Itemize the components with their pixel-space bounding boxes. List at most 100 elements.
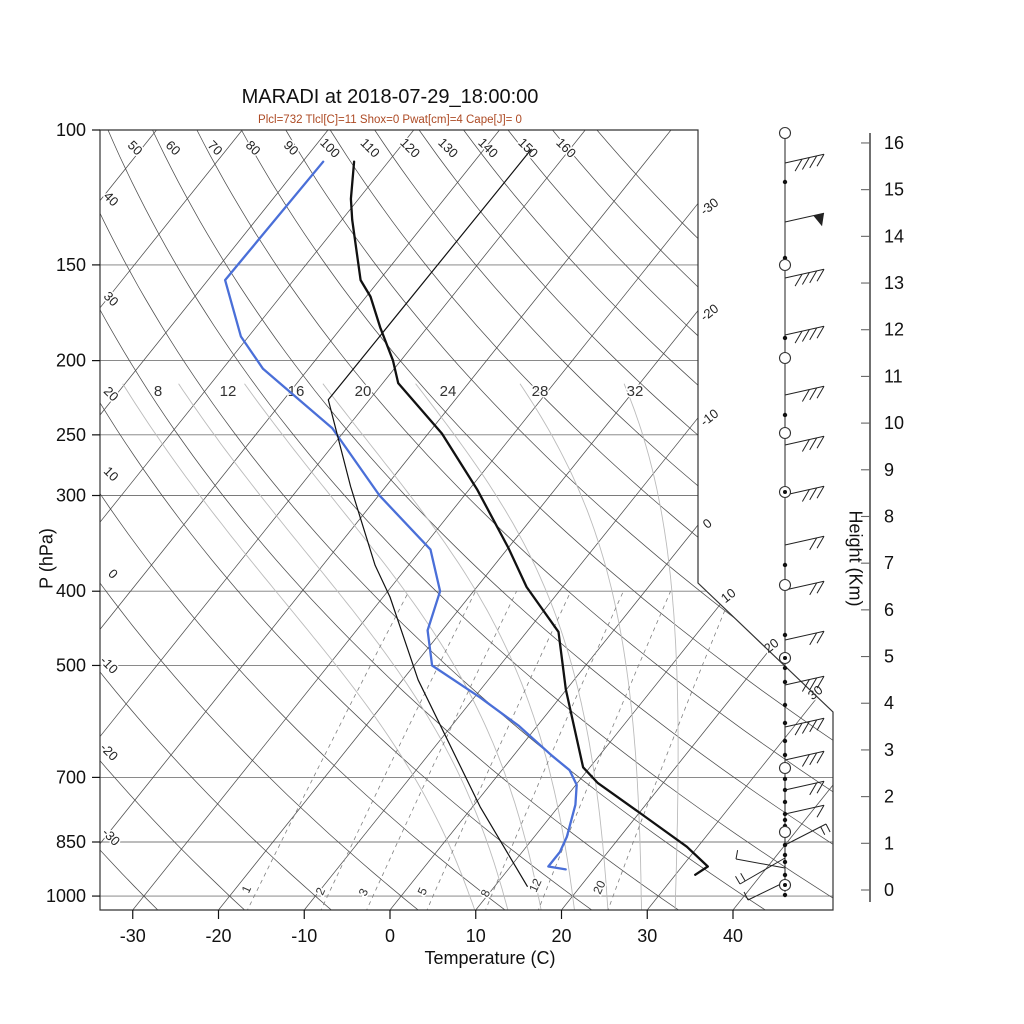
svg-text:12: 12 <box>884 320 904 340</box>
svg-text:110: 110 <box>358 135 383 160</box>
svg-text:10: 10 <box>718 585 739 606</box>
wind-level-dot <box>782 752 788 758</box>
wind-level-circle <box>778 126 792 140</box>
svg-text:250: 250 <box>56 425 86 445</box>
svg-text:50: 50 <box>125 137 146 158</box>
svg-text:0: 0 <box>700 515 715 531</box>
svg-text:11: 11 <box>884 366 903 386</box>
plot-frame <box>99 129 834 911</box>
wind-level-circle <box>778 825 792 839</box>
svg-text:24: 24 <box>440 383 457 400</box>
svg-text:30: 30 <box>805 682 826 703</box>
svg-text:8: 8 <box>884 506 894 526</box>
svg-text:100: 100 <box>56 120 86 140</box>
svg-text:13: 13 <box>884 273 904 293</box>
svg-text:28: 28 <box>532 383 549 400</box>
page-title: MARADI at 2018-07-29_18:00:00 <box>241 86 539 108</box>
svg-text:-30: -30 <box>120 926 146 946</box>
svg-text:-10: -10 <box>291 926 317 946</box>
dewpoint-curve <box>223 160 578 871</box>
mixing-ratio-lines <box>245 591 734 910</box>
wind-level-dot <box>782 562 788 568</box>
wind-level-dot <box>782 892 788 898</box>
svg-text:15: 15 <box>884 180 904 200</box>
svg-text:-30: -30 <box>99 825 123 849</box>
wind-level-dot <box>782 842 788 848</box>
svg-text:12: 12 <box>220 383 237 400</box>
temperature-curve <box>349 160 709 876</box>
wind-level-dot <box>782 859 788 865</box>
svg-text:10: 10 <box>101 463 122 484</box>
wind-level-dot <box>782 632 788 638</box>
svg-text:12: 12 <box>526 876 544 894</box>
wind-level-dot <box>782 799 788 805</box>
svg-text:20: 20 <box>355 383 372 400</box>
svg-text:400: 400 <box>56 581 86 601</box>
svg-text:8: 8 <box>154 383 162 400</box>
wind-level-dot <box>782 738 788 744</box>
svg-text:150: 150 <box>515 135 541 161</box>
wind-level-circle <box>778 578 792 592</box>
height-axis-title: Height (Km) <box>845 510 866 607</box>
svg-text:1000: 1000 <box>46 886 86 906</box>
svg-text:-30: -30 <box>697 195 721 218</box>
pressure-axis-title: P (hPa) <box>36 528 57 589</box>
svg-text:2: 2 <box>884 787 894 807</box>
svg-text:5: 5 <box>415 885 431 897</box>
parcel-trace-curve <box>327 148 532 887</box>
dry-adiabat-lines <box>100 130 833 910</box>
grid-line-labels: 50 60 70 80 90 100 110 120 130 140 150 160403020100… <box>96 133 827 900</box>
wind-level-dot <box>782 679 788 685</box>
svg-text:4: 4 <box>884 693 894 713</box>
svg-text:16: 16 <box>884 133 904 153</box>
temperature-axis-title: Temperature (C) <box>424 948 556 968</box>
svg-text:14: 14 <box>884 226 904 246</box>
svg-text:700: 700 <box>56 767 86 787</box>
wind-level-dot <box>782 852 788 858</box>
svg-text:120: 120 <box>397 135 423 161</box>
wind-level-dot <box>782 179 788 185</box>
svg-text:80: 80 <box>243 137 264 158</box>
svg-text:10: 10 <box>884 413 904 433</box>
svg-text:60: 60 <box>163 137 184 158</box>
pressure-gridlines <box>100 130 833 897</box>
svg-text:-10: -10 <box>697 406 721 429</box>
wind-level-dot <box>782 335 788 341</box>
svg-text:40: 40 <box>101 188 122 209</box>
svg-text:20: 20 <box>101 383 122 404</box>
wind-level-dot <box>782 412 788 418</box>
svg-text:20: 20 <box>551 926 571 946</box>
grid-lines <box>100 130 833 910</box>
svg-text:0: 0 <box>884 880 894 900</box>
svg-text:16: 16 <box>288 383 305 400</box>
wind-level-circle <box>778 258 792 272</box>
svg-text:30: 30 <box>637 926 657 946</box>
svg-text:1: 1 <box>239 883 255 895</box>
svg-text:1: 1 <box>884 833 894 853</box>
svg-text:10: 10 <box>466 926 486 946</box>
svg-text:6: 6 <box>884 600 894 620</box>
wind-level-circle <box>778 426 792 440</box>
svg-text:90: 90 <box>281 137 302 158</box>
svg-text:-20: -20 <box>697 301 721 324</box>
svg-text:40: 40 <box>723 926 743 946</box>
moist-adiabat-lines <box>122 383 679 910</box>
wind-level-dot <box>782 665 788 671</box>
svg-text:32: 32 <box>627 383 644 400</box>
wind-level-dot <box>782 720 788 726</box>
wind-level-dot <box>782 776 788 782</box>
svg-text:140: 140 <box>475 135 501 161</box>
wind-level-dot <box>782 811 788 817</box>
svg-text:3: 3 <box>884 740 894 760</box>
wind-level-dot <box>782 817 788 823</box>
wind-barb-column <box>735 126 831 901</box>
svg-text:300: 300 <box>56 486 86 506</box>
svg-text:9: 9 <box>884 460 894 480</box>
svg-text:7: 7 <box>884 553 894 573</box>
svg-text:-20: -20 <box>205 926 231 946</box>
svg-text:200: 200 <box>56 351 86 371</box>
isotherm-lines <box>100 130 833 910</box>
